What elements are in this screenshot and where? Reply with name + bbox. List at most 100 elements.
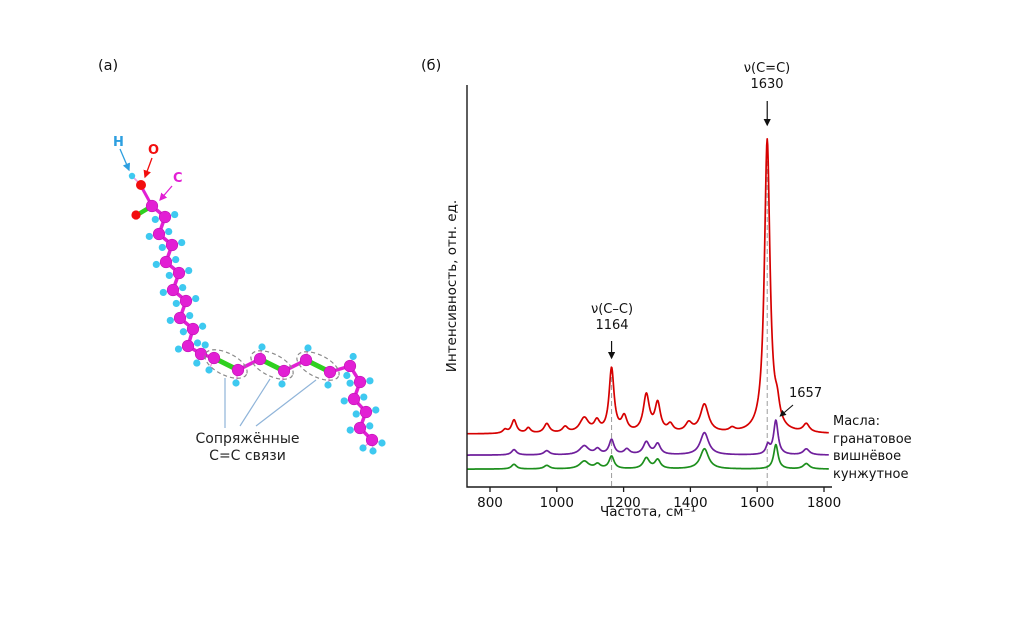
carbon-pointer-arrow [159,185,173,201]
hydrogen-atom [193,339,202,347]
hydrogen-atom [378,439,386,447]
spectra-plot: 800 1000 1200 1400 1600 1800 [466,85,841,511]
carbon-atom [173,311,187,325]
hydrogen-atom [360,393,368,401]
carbon-atom [299,353,313,367]
caption-line-2: С=С связи [209,448,286,464]
hydrogen-atom [172,299,180,308]
hydrogen-atom [192,294,200,303]
spectrum-curve-гранатовое [466,137,830,435]
conjugated-bonds-caption: Сопряжённые С=С связи [190,431,305,465]
hydrogen-atom [352,410,360,418]
carbon-atom [253,352,267,366]
carbon-atom [194,347,208,361]
hydrogen-atom [199,322,207,330]
hydrogen-atom [179,328,187,336]
hydrogen-atom [171,210,179,219]
hydrogen-atom [366,422,374,430]
conjugated-bond-ellipse [204,349,248,379]
hydrogen-atom [179,283,187,292]
hydrogen-atom [304,344,312,352]
hydrogen-atom [205,366,213,374]
carbon-atom [152,227,166,241]
x-tick-label: 1800 [807,495,841,511]
spectrum-curve-вишнёвое [466,419,830,456]
x-axis-label: Частота, см⁻¹ [600,504,696,520]
legend-entry-cherry: вишнёвое [833,449,902,464]
axes [466,85,832,488]
oxygen-atom [136,180,146,190]
hydrogen-atom [145,232,153,241]
spectrum-curve-кунжутное [466,443,830,470]
carbon-atom [158,210,172,224]
annotation-text: 1657 [789,386,823,401]
hydrogen-atom-label: H [113,135,124,150]
legend-title: Масла: [833,414,880,429]
hydrogen-atom [349,352,357,361]
hydrogen-atom [366,377,374,385]
hydrogen-atom [258,343,266,351]
oxygen-atom [131,210,141,220]
hydrogen-atom [172,255,180,264]
conjugated-bond-ellipse [250,350,294,380]
oxygen-atom-label: O [148,143,159,158]
carbon-atom [181,339,195,353]
hydrogen-atom [359,444,367,452]
hydrogen-pointer-arrow [119,148,131,172]
carbon-atom [172,266,186,280]
hydrogen-atom [346,379,354,387]
carbon-atom [165,238,179,252]
carbon-atom [323,365,337,379]
oxygen-pointer-arrow [143,157,153,179]
annotation-nu-cc-double: ν(C=C) 1630 [727,61,807,92]
carbon-atom [359,405,373,419]
carbon-atom [179,294,193,308]
hydrogen-atom [346,426,354,434]
y-axis-label: Интенсивность, отн. ед. [444,199,460,373]
carbon-atom [207,351,221,365]
hydrogen-atom [174,345,183,353]
hydrogen-atom [340,397,348,405]
caption-connector-line [239,378,271,427]
annotation-text: 1164 [595,317,629,333]
molecule-illustration: H O C [113,135,386,455]
hydrogen-atom [178,238,186,247]
carbon-atom [353,421,367,435]
caption-connector-line [255,379,317,427]
conjugated-bond-ellipse [296,351,340,381]
annotation-text: ν(C–C) [590,302,634,317]
hydrogen-atom [128,172,136,180]
annotation-nu-cc-single: ν(C–C) 1164 [572,302,652,333]
hydrogen-atom [193,359,201,367]
hydrogen-atom [278,380,286,388]
annotation-text: 1630 [750,76,784,92]
carbon-atom [365,433,379,447]
annotation-text: ν(C=C) [743,61,791,76]
x-tick-label: 800 [477,495,503,511]
legend-entry-sesame: кунжутное [833,466,909,482]
legend-entry-pomegranate: гранатовое [833,431,912,447]
x-tick-label: 1400 [673,495,707,511]
annotation-1657: 1657 [789,386,822,402]
carbon-atom-label: C [173,171,183,186]
carbon-atom [277,364,291,378]
carbon-atom [353,375,367,389]
hydrogen-atom [152,260,160,269]
panel-b-label: (б) [421,58,442,74]
hydrogen-atom [151,215,159,224]
carbon-atom [145,199,159,213]
hydrogen-atom [372,406,380,414]
x-tick-label: 1600 [740,495,774,511]
carbon-atom [159,255,173,269]
hydrogen-atom [201,341,209,349]
hydrogen-atom [165,271,173,280]
annotation-arrow-1657 [779,404,794,417]
hydrogen-atom [186,311,194,320]
carbon-atom [166,283,180,297]
hydrogen-atom [165,227,173,236]
carbon-atom [231,363,245,377]
hydrogen-atom [343,371,351,380]
caption-line-1: Сопряжённые [195,431,300,447]
hydrogen-atom [158,243,166,252]
